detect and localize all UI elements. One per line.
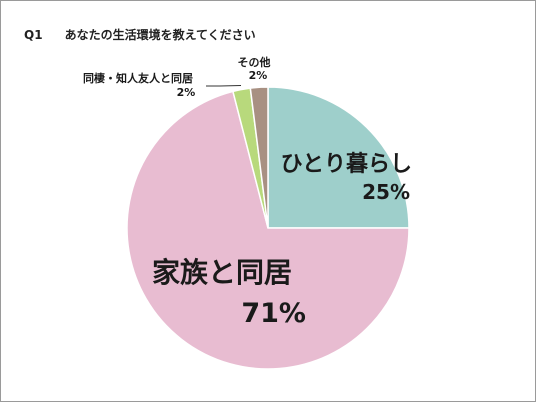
slice-value-2: 2% <box>177 86 196 99</box>
pie-slice-0 <box>267 86 410 229</box>
slice-label-3: その他 <box>238 55 271 69</box>
slice-label-2: 同棲・知人友人と同居 <box>83 71 193 85</box>
slice-value-0: 25% <box>362 180 410 204</box>
slice-label-0: ひとり暮らし <box>281 152 412 177</box>
question-text: あなたの生活環境を教えてください <box>64 28 256 42</box>
slice-label-1: 家族と同居 <box>152 256 292 289</box>
slice-value-3: 2% <box>249 69 268 82</box>
slice-value-1: 71% <box>241 298 306 329</box>
question-heading: Q1 あなたの生活環境を教えてください <box>24 26 256 43</box>
question-number: Q1 <box>24 28 43 42</box>
pie-slice-3 <box>249 86 269 229</box>
pie-slice-1 <box>126 90 410 370</box>
